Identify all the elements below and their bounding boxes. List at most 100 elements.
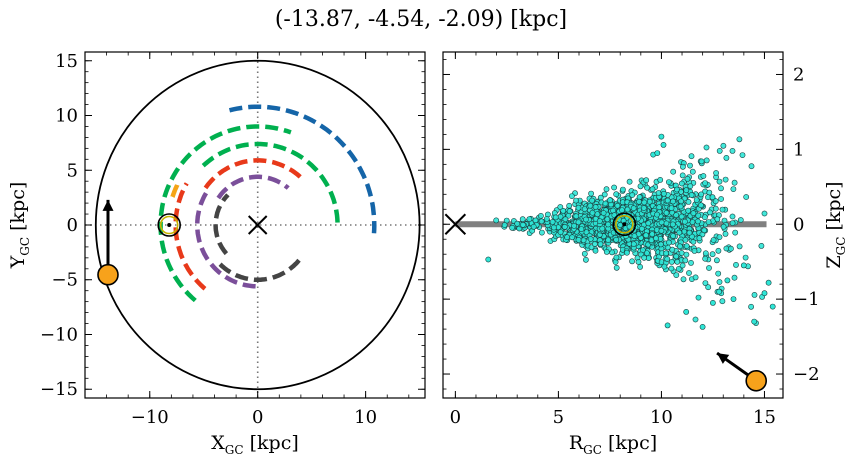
star-point (664, 197, 671, 204)
galactic-center-x-b (444, 213, 467, 235)
star-point (587, 236, 594, 242)
star-point (696, 235, 703, 242)
star-point (569, 193, 575, 199)
star-point (597, 241, 604, 247)
star-point (653, 226, 660, 233)
star-point (722, 176, 729, 183)
y-tick-label: −1 (793, 289, 820, 310)
star-point (603, 186, 610, 193)
star-point (723, 154, 730, 161)
spiral-arm-segment (170, 181, 181, 198)
spiral-arm-segment (201, 141, 340, 228)
star-point (688, 259, 694, 266)
star-point (619, 207, 625, 213)
star-point (722, 230, 729, 237)
star-point (714, 257, 720, 264)
spiral-arm-segment (213, 193, 230, 256)
star-point (597, 194, 604, 201)
x-tick-label: 15 (753, 407, 776, 428)
star-point (680, 163, 686, 170)
star-point (592, 204, 599, 210)
left-panel: −10 0 10 −15 −10 −5 0 5 10 15 XGC [kpc] YGC [kpc] (7, 51, 426, 457)
star-point (692, 316, 699, 323)
star-point (654, 211, 660, 218)
spiral-arm-segment (214, 258, 301, 282)
y-tick-label: 0 (793, 214, 804, 235)
star-point (658, 219, 665, 226)
star-point (569, 234, 576, 241)
star-point (657, 176, 664, 183)
star-point (587, 202, 594, 209)
star-point (684, 175, 691, 182)
star-point (691, 247, 698, 254)
star-point (702, 214, 708, 221)
star-point (700, 173, 707, 179)
star-point (663, 250, 669, 257)
sun-marker-outer (157, 213, 181, 237)
star-point (751, 291, 758, 298)
star-point (641, 199, 648, 206)
star-point (699, 323, 706, 330)
star-point (703, 144, 710, 151)
sun-marker-inner (159, 215, 179, 235)
star-point (557, 229, 564, 235)
star-point (560, 207, 567, 214)
star-point (682, 218, 688, 225)
star-point (599, 225, 606, 232)
star-point (716, 178, 723, 185)
sun-marker-outer (612, 212, 637, 237)
star-point (668, 205, 675, 211)
star-point (589, 209, 596, 216)
star-point (761, 210, 768, 217)
star-point (761, 290, 768, 297)
star-point (716, 147, 723, 154)
star-point (748, 303, 754, 310)
star-point (709, 194, 716, 201)
star-point (526, 216, 533, 222)
y-tick-label: 15 (55, 51, 78, 72)
star-point (695, 294, 702, 301)
star-point (702, 250, 709, 257)
star-point (589, 197, 595, 204)
star-point (624, 206, 631, 213)
star-point (630, 241, 637, 247)
star-point (644, 184, 650, 191)
star-point (603, 248, 610, 255)
star-point (698, 158, 705, 165)
star-point (658, 133, 665, 140)
star-point (678, 250, 685, 256)
galactic-center-x-b (247, 215, 268, 235)
star-point (611, 184, 617, 191)
star-point (658, 227, 665, 234)
star-point (683, 243, 690, 249)
star-point (581, 206, 588, 212)
star-point (675, 265, 682, 272)
target-marker (745, 369, 768, 392)
star-point (639, 225, 645, 232)
star-point (636, 198, 642, 205)
star-point (683, 308, 690, 315)
target-velocity-arrow-head (717, 353, 730, 364)
spiral-arm-segment (173, 182, 207, 291)
star-point (562, 216, 569, 223)
star-point (592, 241, 598, 247)
star-point (670, 168, 677, 175)
x-tick-label: 0 (252, 407, 263, 428)
star-point (573, 213, 580, 220)
star-point (715, 270, 722, 277)
star-point (613, 254, 620, 261)
star-point (643, 232, 649, 239)
star-point (673, 253, 680, 260)
star-point (643, 177, 650, 184)
star-point (649, 186, 656, 193)
sun-marker-dot (167, 223, 172, 227)
star-point (566, 208, 573, 215)
star-point (743, 194, 750, 200)
star-point (551, 224, 557, 231)
star-point (736, 243, 743, 250)
x-tick-label: 0 (450, 407, 461, 428)
star-point (629, 192, 636, 198)
star-point (676, 229, 683, 236)
star-point (748, 163, 755, 170)
star-point (682, 257, 689, 264)
